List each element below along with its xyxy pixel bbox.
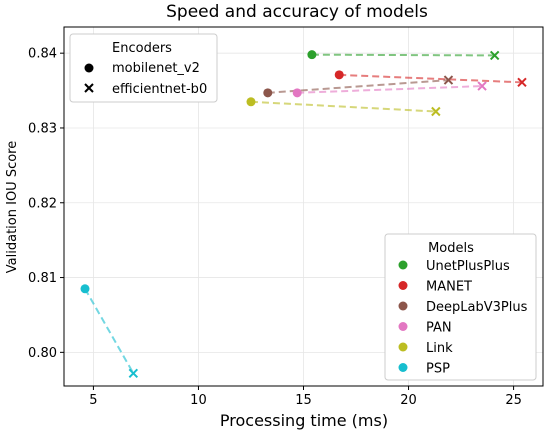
x-tick-label: 15	[295, 393, 312, 408]
efficientnet-point	[517, 77, 527, 88]
encoders-legend: Encoders mobilenet_v2 efficientnet-b0	[69, 33, 218, 103]
x-tick-label: 10	[190, 393, 207, 408]
x-marker-icon	[84, 83, 94, 93]
x-tick-label: 5	[89, 393, 97, 408]
series-connector-line	[297, 85, 483, 94]
series-connector-line	[339, 73, 523, 84]
efficientnet-point	[128, 368, 139, 378]
circle-marker-icon	[84, 63, 94, 73]
models-legend-item: MANET	[426, 280, 472, 295]
series-connector-line	[267, 79, 449, 94]
y-tick-label: 0.81	[28, 271, 57, 286]
legend-swatch	[398, 363, 408, 372]
legend-swatch	[398, 281, 408, 290]
legend-swatch	[398, 260, 408, 270]
mobilenet-point	[80, 284, 90, 294]
mobilenet-point	[292, 88, 302, 98]
x-marker-stroke	[489, 50, 500, 61]
x-marker-stroke	[477, 81, 487, 91]
mobilenet-point	[307, 50, 317, 60]
encoders-legend-item: efficientnet-b0	[112, 82, 207, 97]
x-marker-stroke	[517, 77, 527, 88]
efficientnet-point	[431, 106, 441, 117]
x-axis-label: Processing time (ms)	[220, 411, 388, 430]
y-tick-label: 0.83	[28, 121, 57, 136]
encoders-legend-item: mobilenet_v2	[112, 61, 200, 76]
series-connector-line	[84, 288, 135, 374]
series-connector-line	[250, 100, 436, 113]
y-tick-label: 0.82	[28, 196, 57, 211]
encoders-legend-frame	[69, 33, 218, 103]
chart-title: Speed and accuracy of models	[166, 2, 428, 22]
legend-swatch	[398, 322, 408, 331]
models-legend-item: PSP	[426, 362, 450, 377]
efficientnet-point	[489, 50, 500, 61]
efficientnet-point	[443, 75, 454, 85]
models-legend-frame	[384, 233, 537, 381]
data-series	[80, 50, 527, 378]
axis-ticks: 5 10 15 20 25 0.80 0.81 0.82 0.83 0.84	[28, 47, 522, 408]
legend-swatch	[398, 301, 408, 311]
models-legend-item: UnetPlusPlus	[426, 259, 510, 274]
y-tick-label: 0.84	[28, 47, 57, 62]
models-legend-title: Models	[428, 241, 474, 256]
y-tick-label: 0.80	[28, 346, 57, 361]
y-axis-label: Validation IOU Score	[5, 141, 20, 273]
models-legend-item: DeepLabV3Plus	[426, 300, 528, 315]
mobilenet-point	[246, 97, 256, 107]
models-legend-item: Link	[426, 341, 453, 356]
series-connector-line	[311, 53, 495, 57]
x-marker-stroke	[431, 106, 441, 117]
legend-swatch	[398, 342, 408, 352]
efficientnet-point	[477, 81, 487, 91]
x-tick-label: 25	[505, 393, 522, 408]
models-legend-item: PAN	[426, 321, 452, 336]
x-marker-stroke	[443, 75, 454, 85]
models-legend: Models UnetPlusPlus MANET DeepLabV3Plus PAN…	[384, 233, 537, 381]
mobilenet-point	[334, 70, 344, 80]
x-marker-stroke	[128, 368, 139, 378]
x-tick-label: 20	[400, 393, 417, 408]
mobilenet-point	[263, 88, 273, 98]
encoders-legend-title: Encoders	[112, 41, 172, 56]
